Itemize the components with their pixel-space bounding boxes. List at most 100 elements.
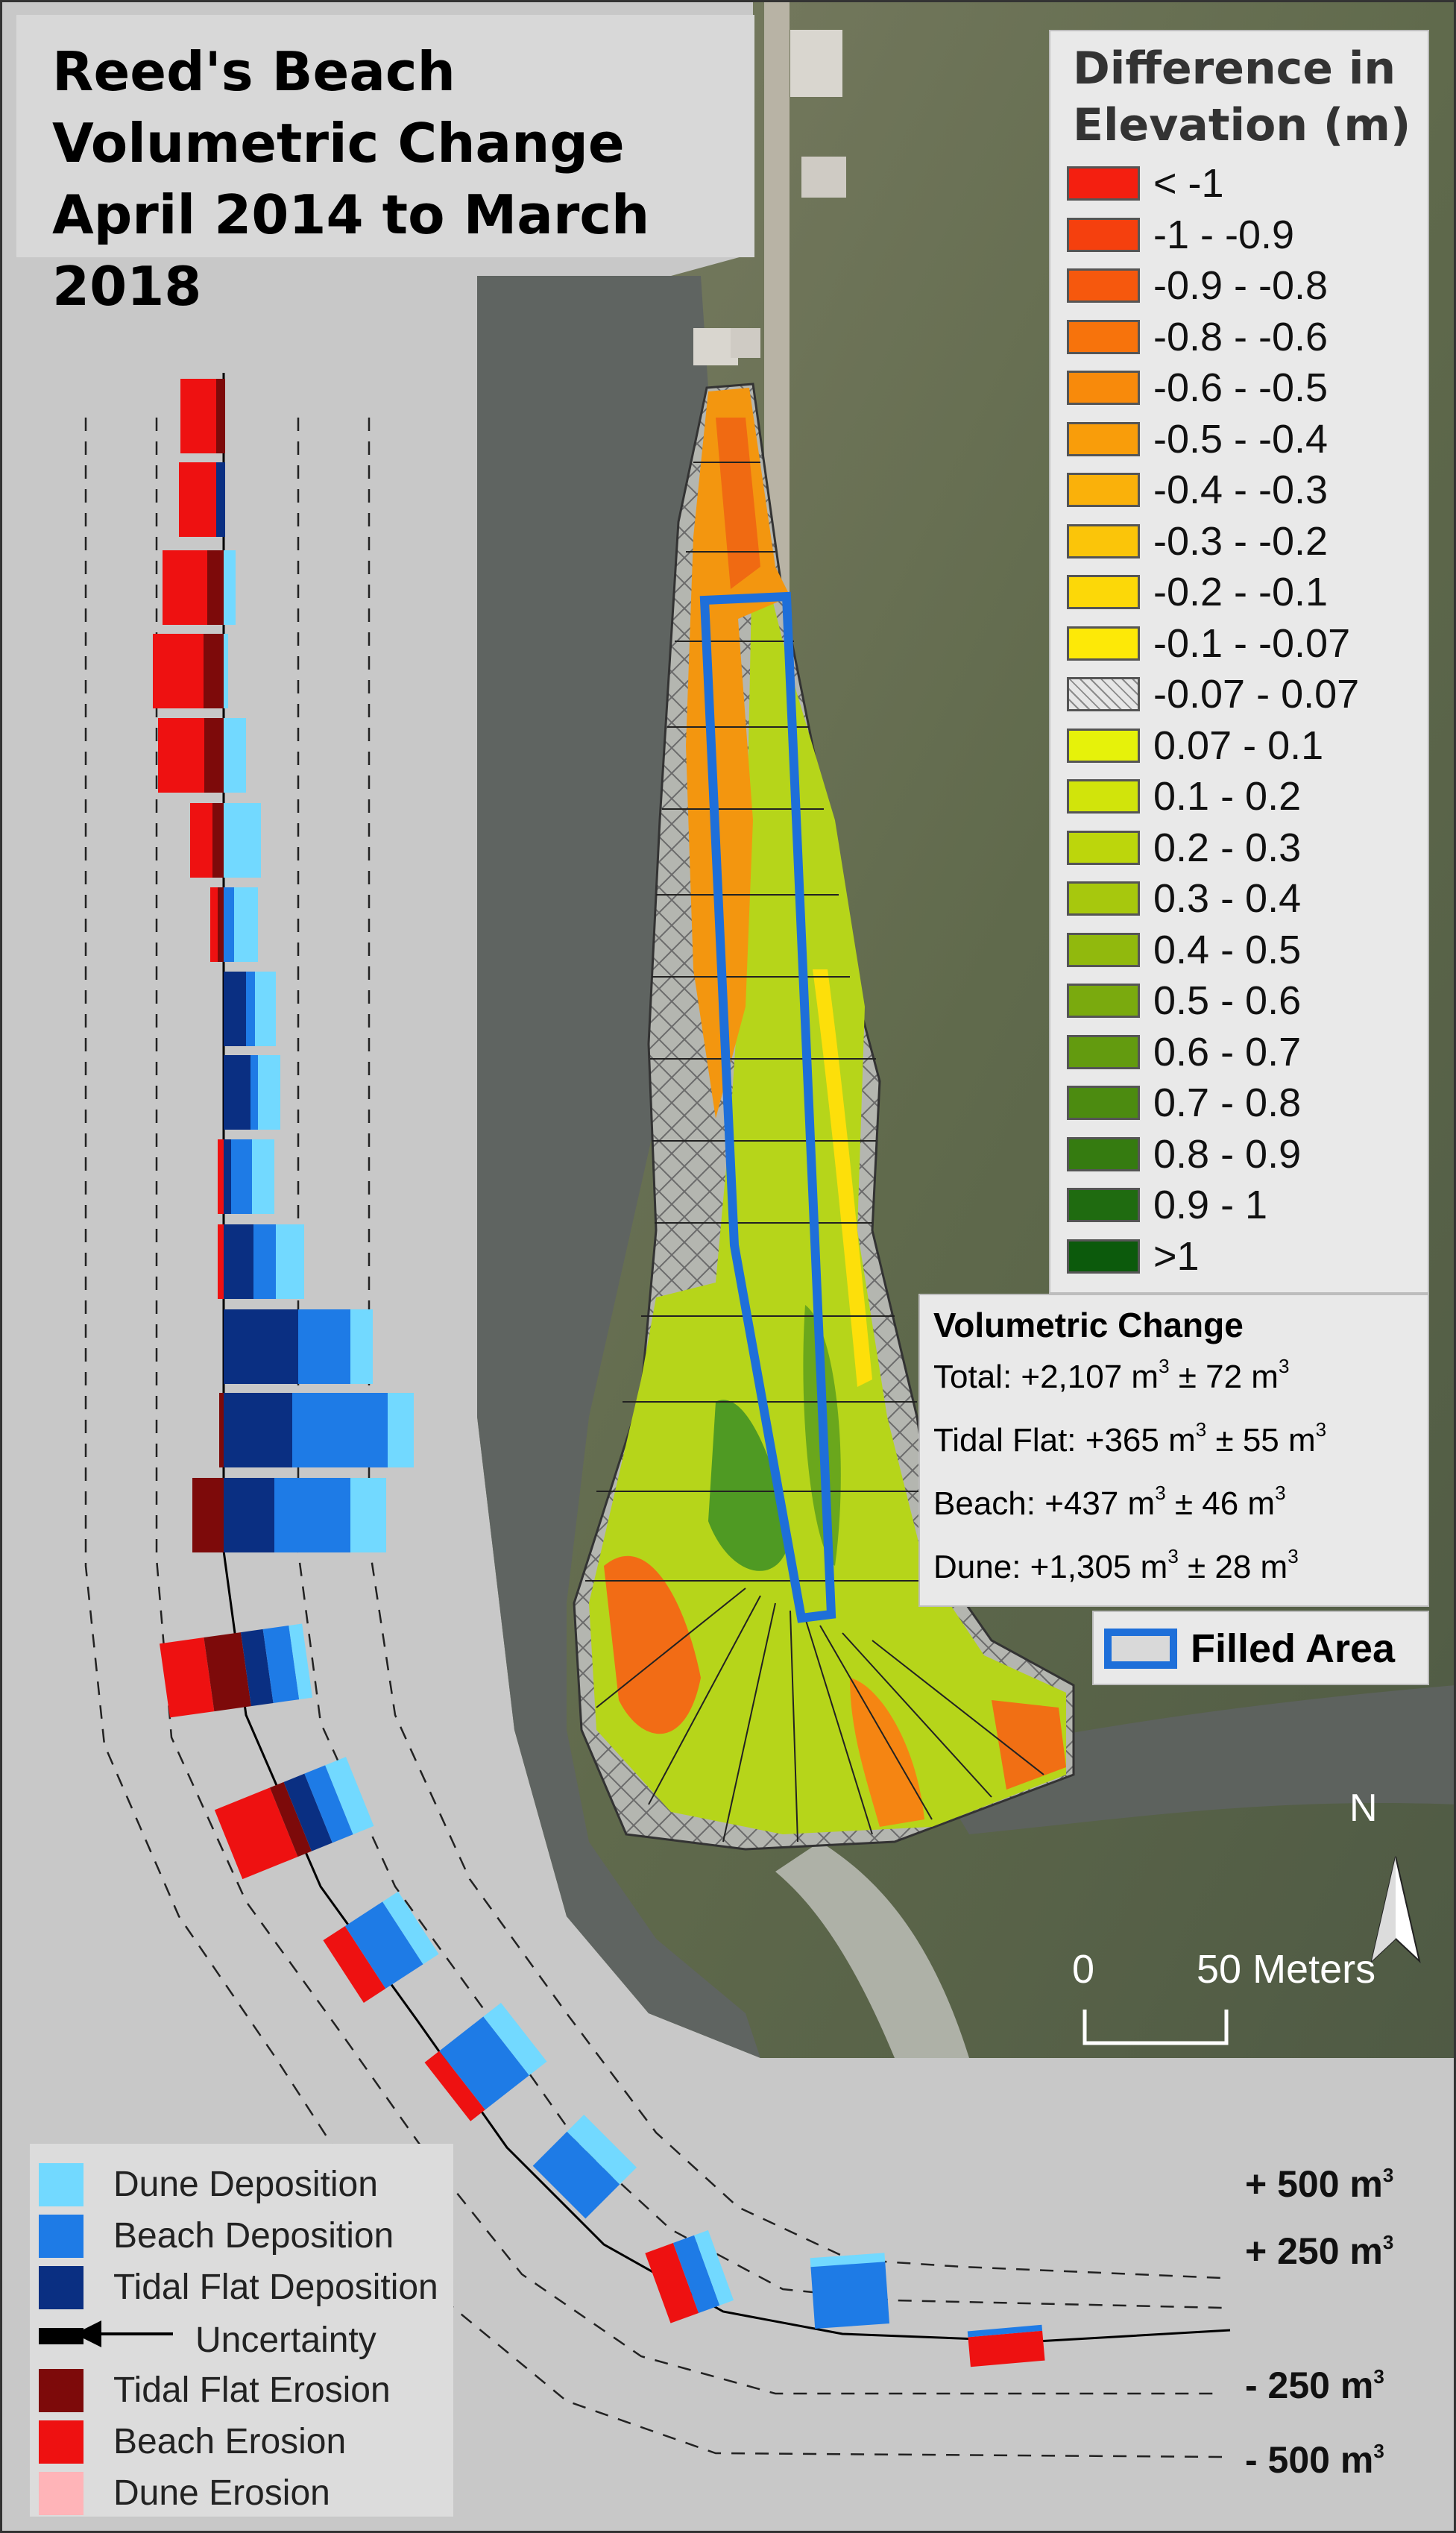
elevation-legend-swatch xyxy=(1067,371,1140,405)
elevation-legend-label: -0.4 - -0.3 xyxy=(1153,468,1329,512)
ref-label-plus-500: + 500 m3 xyxy=(1245,2163,1394,2205)
elevation-legend-label: 0.7 - 0.8 xyxy=(1153,1080,1302,1125)
aerial-creek xyxy=(924,1685,1456,1834)
title-box: Reed's Beach Volumetric Change April 201… xyxy=(16,15,754,318)
house xyxy=(790,30,842,97)
bar-legend-label: Uncertainty xyxy=(195,2320,376,2360)
elevation-legend-label: 0.3 - 0.4 xyxy=(1153,876,1302,921)
bar-legend-label: Dune Erosion xyxy=(113,2473,330,2513)
elevation-legend-label: -0.07 - 0.07 xyxy=(1153,672,1360,717)
volumetric-change-title: Volumetric Change xyxy=(933,1306,1244,1344)
elevation-legend-label: 0.8 - 0.9 xyxy=(1153,1131,1302,1177)
title-line-3: April 2014 to March 2018 xyxy=(52,183,650,318)
elevation-legend-label: -0.9 - -0.8 xyxy=(1153,263,1329,308)
bar-legend-label: Beach Erosion xyxy=(113,2422,347,2461)
title-line-1: Reed's Beach xyxy=(52,40,456,103)
elevation-legend-swatch xyxy=(1067,319,1140,354)
elevation-legend-label: 0.5 - 0.6 xyxy=(1153,978,1302,1023)
house xyxy=(731,328,760,358)
elevation-legend-swatch xyxy=(1067,1086,1140,1120)
elevation-legend-swatch xyxy=(1067,677,1140,711)
elevation-loss-south xyxy=(604,1555,701,1734)
elevation-legend-swatch xyxy=(1067,626,1140,661)
bar-legend-swatch xyxy=(39,2163,83,2206)
elevation-slight-loss xyxy=(813,969,872,1387)
elevation-legend-label: 0.1 - 0.2 xyxy=(1153,774,1302,819)
bar-legend-swatch xyxy=(39,2420,83,2464)
elevation-legend-label: 0.07 - 0.1 xyxy=(1153,723,1324,768)
vc-dune: Dune: +1,305 m3 ± 28 m3 xyxy=(933,1545,1299,1585)
scale-end-label: 50 Meters xyxy=(1197,1947,1376,1992)
elevation-legend-swatch xyxy=(1067,1136,1140,1171)
elevation-loss-north xyxy=(686,388,790,1118)
ref-label-minus-500: - 500 m3 xyxy=(1245,2439,1384,2481)
elevation-legend-swatch xyxy=(1067,728,1140,763)
elevation-positive-zone xyxy=(589,522,1066,1834)
elevation-legend-swatch xyxy=(1067,881,1140,916)
elevation-strong-gain xyxy=(708,1400,790,1571)
elevation-legend-swatch xyxy=(1067,523,1140,558)
bar-legend-swatch xyxy=(39,2266,83,2309)
bar-legend-label: Tidal Flat Erosion xyxy=(113,2370,391,2410)
elevation-legend-swatch xyxy=(1067,268,1140,303)
elevation-legend-title-2: Elevation (m) xyxy=(1073,99,1411,151)
uncertainty-arrow-head xyxy=(75,2320,101,2347)
elevation-loss-tip xyxy=(992,1700,1066,1790)
elevation-legend-swatch xyxy=(1067,1239,1140,1274)
bar-legend-label: Tidal Flat Deposition xyxy=(113,2268,438,2307)
volume-bars xyxy=(153,379,1045,2367)
filled-area-label: Filled Area xyxy=(1191,1626,1396,1671)
house xyxy=(801,157,846,198)
elevation-legend-swatch xyxy=(1067,473,1140,507)
north-label: N xyxy=(1349,1787,1378,1830)
scale-bar xyxy=(1082,2010,1229,2045)
vc-beach: Beach: +437 m3 ± 46 m3 xyxy=(933,1482,1286,1522)
elevation-legend-label: -0.6 - -0.5 xyxy=(1153,365,1329,410)
vc-tidal-flat: Tidal Flat: +365 m3 ± 55 m3 xyxy=(933,1418,1327,1459)
aerial-sandbar xyxy=(775,1842,969,2058)
scale-start-label: 0 xyxy=(1072,1947,1095,1992)
bar-legend-swatch xyxy=(39,2472,83,2515)
elevation-legend-swatch xyxy=(1067,575,1140,609)
elevation-legend-label: -0.2 - -0.1 xyxy=(1153,570,1329,614)
elevation-legend-title-1: Difference in xyxy=(1073,43,1396,95)
bar-legend-label: Beach Deposition xyxy=(113,2216,394,2256)
elevation-legend-swatch xyxy=(1067,984,1140,1018)
elevation-legend-label: -0.8 - -0.6 xyxy=(1153,314,1329,359)
elevation-legend-label: -0.3 - -0.2 xyxy=(1153,518,1329,564)
ref-label-plus-250: + 250 m3 xyxy=(1245,2230,1394,2272)
filled-area-swatch xyxy=(1104,1629,1177,1669)
title-line-2: Volumetric Change xyxy=(52,112,625,174)
elevation-legend-swatch xyxy=(1067,932,1140,967)
elevation-legend-label: < -1 xyxy=(1153,161,1224,206)
transect-lines xyxy=(585,462,1044,1843)
volumetric-change-box: Volumetric Change Total: +2,107 m3 ± 72 … xyxy=(918,1294,1429,1607)
elevation-legend-label: 0.4 - 0.5 xyxy=(1153,927,1302,972)
elevation-legend-swatch xyxy=(1067,1188,1140,1222)
elevation-legend-swatch xyxy=(1067,217,1140,252)
bar-legend-label: Dune Deposition xyxy=(113,2165,378,2204)
bar-legend-swatch xyxy=(39,2328,83,2344)
bar-legend-swatch xyxy=(39,2215,83,2258)
elevation-legend-swatch xyxy=(1067,830,1140,865)
uncertainty-arrow xyxy=(76,2332,173,2335)
elevation-legend-label: 0.9 - 1 xyxy=(1153,1183,1268,1227)
elevation-legend-label: 0.6 - 0.7 xyxy=(1153,1029,1302,1074)
elevation-legend-label: -0.5 - -0.4 xyxy=(1153,416,1329,462)
elevation-legend-label: -1 - -0.9 xyxy=(1153,212,1295,257)
elevation-legend-label: 0.2 - 0.3 xyxy=(1153,825,1302,870)
elevation-loss-south xyxy=(850,1678,924,1827)
vc-total: Total: +2,107 m3 ± 72 m3 xyxy=(933,1355,1290,1395)
elevation-legend-swatch xyxy=(1067,1034,1140,1069)
bar-legend-swatch xyxy=(39,2369,83,2412)
elevation-legend-label: >1 xyxy=(1153,1233,1200,1279)
ref-label-minus-250: - 250 m3 xyxy=(1245,2364,1384,2406)
elevation-loss-core xyxy=(716,418,760,589)
filled-area-outline xyxy=(699,591,836,1623)
elevation-legend-swatch xyxy=(1067,779,1140,814)
elevation-legend-swatch xyxy=(1067,421,1140,456)
elevation-legend-swatch xyxy=(1067,166,1140,201)
north-arrow-icon xyxy=(1370,1856,1421,1963)
